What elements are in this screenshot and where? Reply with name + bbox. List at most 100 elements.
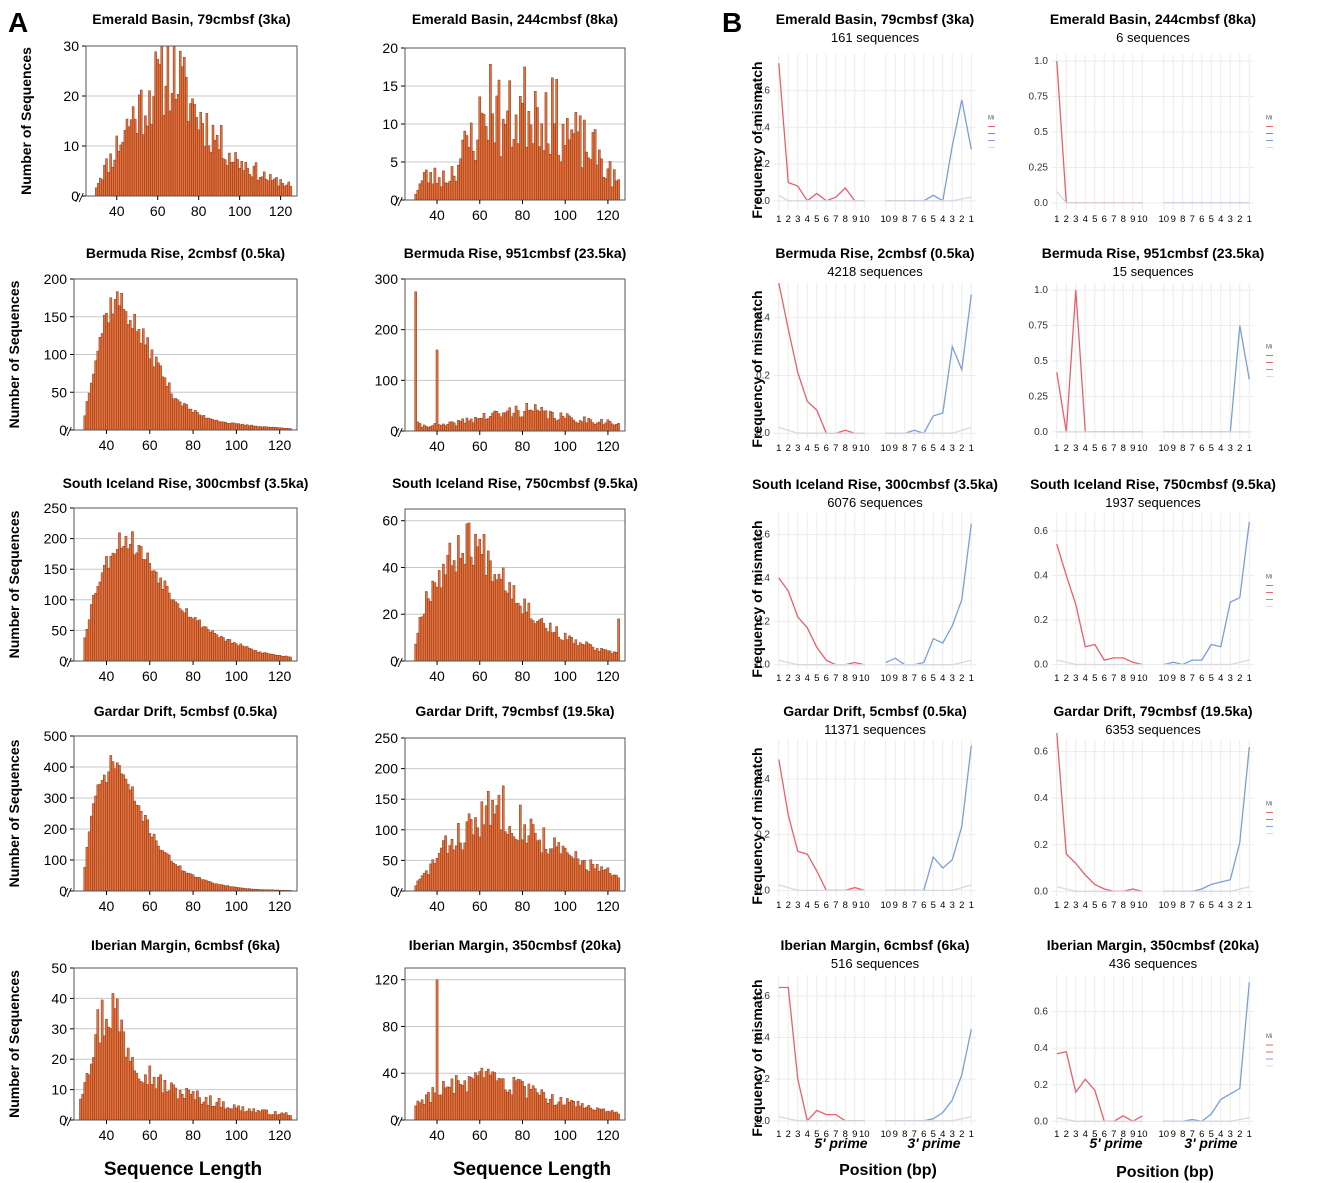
histogram-ylabel: Number of Sequences	[6, 739, 22, 887]
histogram-bar	[206, 629, 210, 662]
histogram-bar	[202, 879, 206, 892]
x-tick-label: 6	[921, 673, 926, 684]
x-tick-label: 10	[1158, 900, 1169, 911]
y-tick-label: 0.6	[1034, 526, 1048, 537]
histogram-bar	[487, 139, 490, 201]
histogram-bar	[450, 166, 454, 201]
histogram-bar	[469, 122, 473, 201]
histogram-bar	[235, 1107, 238, 1121]
histogram-bar	[222, 1101, 225, 1121]
y-tick-label: 20	[51, 1051, 67, 1067]
y-tick-label: 0.0	[756, 196, 770, 207]
histogram-bar	[604, 178, 608, 201]
x-tick-label: 60	[472, 1127, 488, 1143]
histogram-bar	[211, 124, 215, 197]
histogram-bar	[499, 829, 503, 892]
histogram-bar	[461, 418, 464, 432]
histogram-bar	[262, 171, 266, 197]
histogram-bar	[446, 853, 449, 892]
damage-ylabel: Frequency of mismatch	[749, 747, 765, 904]
histogram-bar	[165, 1091, 169, 1121]
histogram-bar	[495, 579, 499, 662]
histogram-bar	[204, 1096, 208, 1121]
histogram-bar	[162, 114, 166, 197]
x-tick-label: 9	[1130, 1129, 1135, 1140]
histogram-bar	[444, 425, 447, 432]
x-tick-label: 40	[99, 668, 115, 684]
histogram-bar	[574, 112, 578, 201]
histogram-bar	[113, 1008, 117, 1121]
histogram-bar	[525, 403, 529, 432]
histogram-bar	[133, 800, 136, 892]
histogram-bar	[92, 373, 95, 431]
histogram-bar	[416, 632, 420, 662]
y-tick-label: 5	[390, 154, 398, 170]
histogram-bar	[469, 1077, 473, 1121]
histogram-h8: Gardar Drift, 79cmbsf (19.5ka) 0 50 100 150 2…	[375, 703, 626, 914]
histogram-bar	[476, 418, 479, 432]
histogram-bar	[170, 393, 173, 431]
histogram-bar	[527, 1083, 531, 1121]
histogram-bar	[187, 408, 191, 431]
histogram-bar	[600, 648, 603, 662]
x-tick-label: 7	[833, 214, 838, 225]
histogram-bar	[269, 653, 273, 662]
histogram-bar	[427, 598, 430, 662]
histogram-h2: Emerald Basin, 244cmbsf (8ka) 0 5 10 15 20 40 6…	[382, 11, 626, 223]
histogram-bar	[593, 129, 597, 201]
histogram-bar	[529, 409, 533, 432]
histogram-bar	[608, 161, 612, 201]
histogram-bar	[474, 817, 477, 892]
x-tick-label: 60	[472, 898, 488, 914]
histogram-bar	[484, 418, 488, 432]
histogram-bar	[501, 412, 505, 432]
histogram-bar	[422, 872, 426, 892]
x-tick-label: 100	[554, 898, 578, 914]
histogram-bar	[557, 1101, 561, 1121]
histogram-bar	[521, 102, 524, 201]
histogram-bar	[243, 1111, 247, 1121]
histogram-bar	[258, 651, 262, 662]
histogram-bar	[246, 168, 250, 197]
axis-break-marker: //	[394, 426, 403, 440]
y-tick-label: 120	[375, 972, 399, 988]
histogram-bar	[103, 1035, 106, 1121]
histogram-bar	[137, 545, 141, 662]
histogram-bar	[600, 866, 603, 892]
y-tick-label: 40	[382, 1065, 398, 1081]
histogram-bar	[427, 182, 430, 201]
x-tick-label: 4	[1083, 673, 1088, 684]
histogram-bar	[209, 631, 212, 662]
histogram-bar	[232, 161, 235, 197]
y-tick-label: 100	[375, 822, 399, 838]
histogram-bar	[474, 533, 477, 662]
x-tick-label: 1	[776, 673, 781, 684]
histogram-bar	[465, 821, 469, 892]
histogram-bar	[576, 1100, 580, 1121]
histogram-bar	[250, 176, 254, 197]
x-tick-label: 10	[859, 214, 870, 225]
y-tick-label: 100	[375, 372, 399, 388]
histogram-bar	[265, 652, 268, 662]
histogram-bar	[604, 1111, 608, 1121]
histogram-bar	[442, 563, 445, 662]
x-tick-label: 60	[472, 668, 488, 684]
histogram-bar	[570, 637, 573, 662]
histogram-bar	[239, 424, 242, 431]
histogram-bar	[561, 415, 565, 432]
histogram-bar	[118, 765, 121, 892]
histogram-bar	[141, 1082, 145, 1121]
histogram-bar	[129, 119, 133, 197]
histogram-bar	[226, 423, 230, 431]
histogram-bar	[510, 146, 514, 201]
histogram-bar	[146, 819, 149, 892]
histogram-bar	[109, 153, 112, 197]
legend-title: Mi	[988, 116, 994, 122]
y-tick-label: 0.4	[1034, 793, 1048, 804]
histogram-bar	[180, 610, 184, 662]
histogram-bar	[198, 619, 201, 662]
x-tick-label: 4	[1083, 1129, 1088, 1140]
x-tick-label: 80	[191, 203, 207, 219]
histogram-bar	[527, 835, 531, 892]
histogram-bar	[239, 1110, 242, 1121]
